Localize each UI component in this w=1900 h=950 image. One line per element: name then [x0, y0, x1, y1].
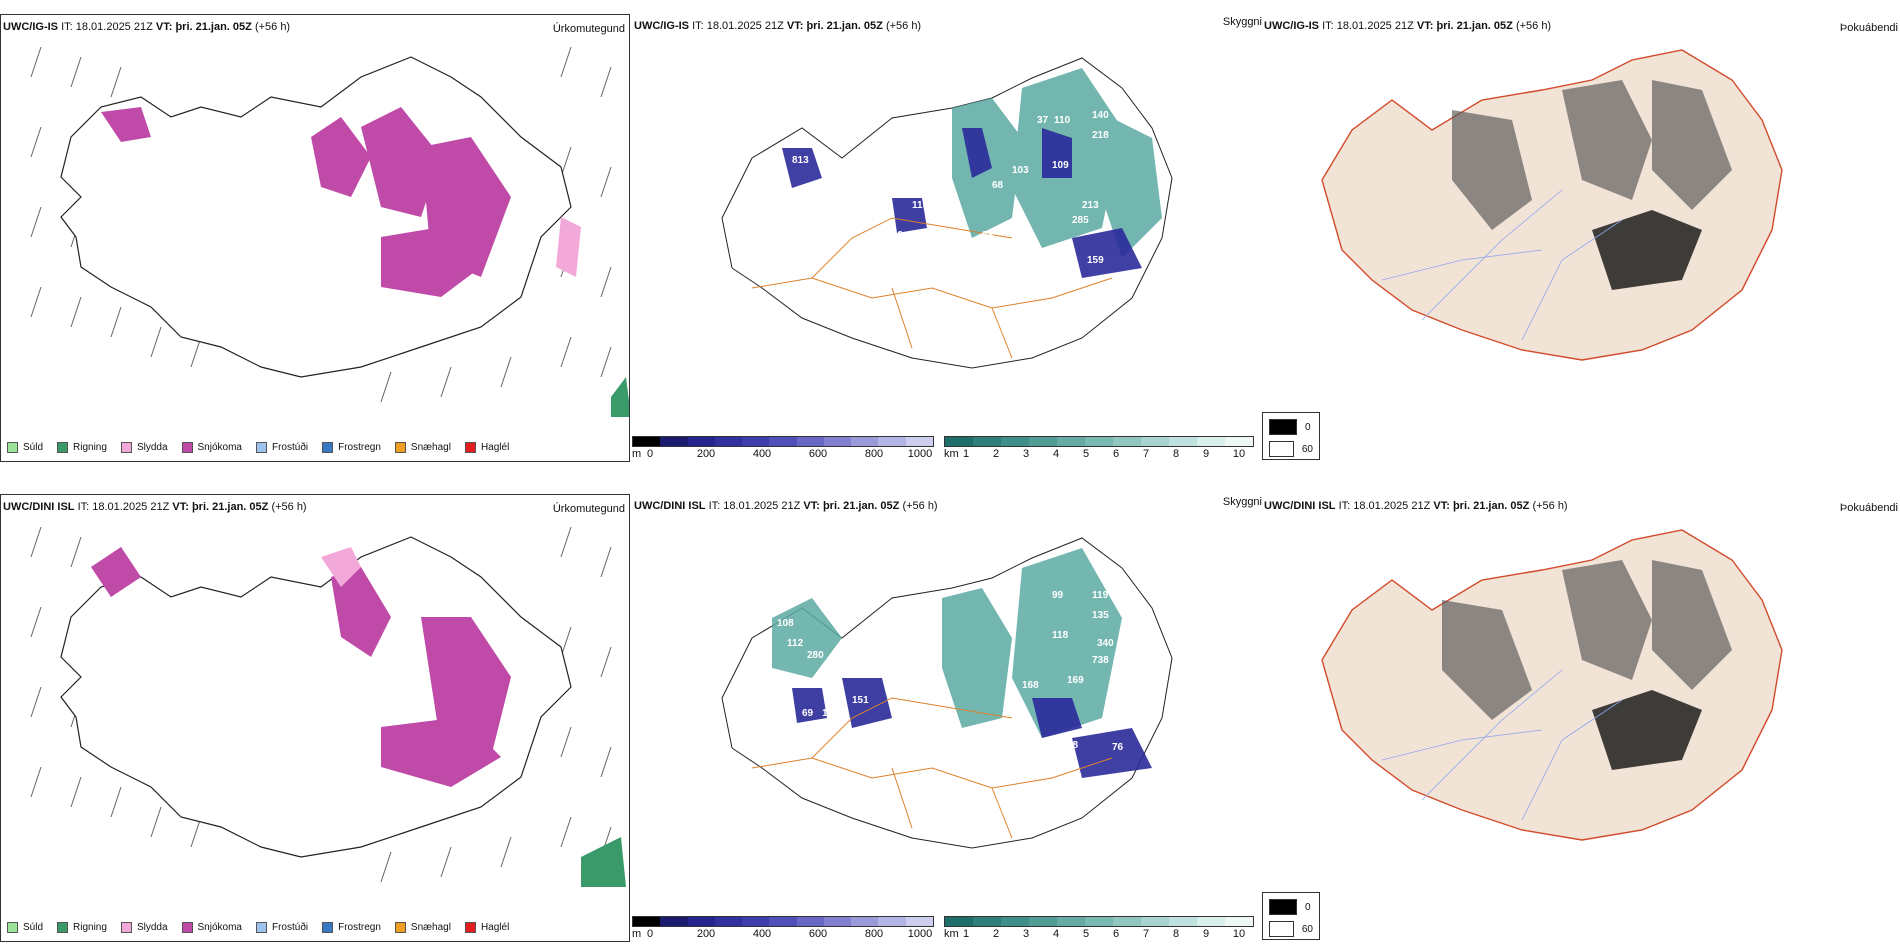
visibility-km-colorbar: km 1 2 3 4 5 6 7 8 9 10	[944, 916, 1254, 940]
svg-text:109: 109	[1052, 160, 1069, 171]
legend-item: Rigning	[57, 922, 107, 933]
iceland-fog-map	[1321, 49, 1783, 361]
panel-title: Úrkomutegund	[552, 23, 625, 35]
svg-text:69: 69	[802, 708, 814, 719]
panel-title: Úrkomutegund	[552, 503, 625, 515]
panel-header: UWC/IG-IS IT: 18.01.2025 21Z VT: þri. 21…	[634, 20, 922, 32]
legend-item: Frostúði	[255, 442, 308, 453]
iceland-precip-map	[30, 526, 626, 887]
panel-title: Skyggni	[1222, 496, 1262, 508]
svg-text:76: 76	[1112, 742, 1124, 753]
svg-text:103: 103	[1012, 165, 1029, 176]
svg-text:340: 340	[1097, 638, 1114, 649]
svg-text:80: 80	[1012, 735, 1024, 746]
precip-type-panel-bottom: UWC/DINI ISL IT: 18.01.2025 21Z VT: þri.…	[0, 494, 630, 942]
visibility-m-colorbar: m 0 200 400 600 800 1000	[632, 916, 934, 940]
svg-text:99: 99	[1052, 590, 1064, 601]
svg-text:78: 78	[1067, 740, 1079, 751]
fog-index-legend: 0 60	[1262, 412, 1320, 460]
rain-area	[611, 377, 629, 417]
visibility-km-colorbar: km 1 2 3 4 5 6 7 8 9 10	[944, 436, 1254, 460]
svg-text:208: 208	[1027, 770, 1044, 781]
svg-text:140: 140	[1092, 110, 1109, 121]
svg-text:37: 37	[1037, 115, 1049, 126]
svg-text:109: 109	[882, 725, 899, 736]
svg-text:285: 285	[1072, 215, 1089, 226]
legend-item: Slydda	[120, 442, 168, 453]
legend-item: Frostúði	[255, 922, 308, 933]
svg-text:159: 159	[1087, 255, 1104, 266]
panel-header: UWC/DINI ISL IT: 18.01.2025 21Z VT: þri.…	[1264, 500, 1568, 512]
legend-item: Snæhagl	[394, 442, 451, 453]
panel-header: UWC/IG-IS IT: 18.01.2025 21Z VT: þri. 21…	[1264, 20, 1552, 32]
panel-header: UWC/DINI ISL IT: 18.01.2025 21Z VT: þri.…	[3, 501, 307, 513]
legend-item: Súld	[7, 922, 43, 933]
iceland-precip-map	[30, 46, 629, 417]
colorbar-ticks: m 0 200 400 600 800 1000	[632, 448, 933, 460]
colorbar-swatches	[632, 916, 934, 927]
colorbar-ticks: km 1 2 3 4 5 6 7 8 9 10	[944, 448, 1246, 460]
svg-text:68: 68	[992, 180, 1004, 191]
svg-text:108: 108	[777, 618, 794, 629]
svg-text:169: 169	[1067, 675, 1084, 686]
fog-index-panel-bottom: 0 60 UWC/DINI ISL IT: 18.01.2025 21Z VT:…	[1262, 494, 1898, 942]
svg-text:738: 738	[1092, 655, 1109, 666]
svg-text:119: 119	[1092, 590, 1109, 601]
visibility-m-colorbar: m 0 200 400 600 800 1000	[632, 436, 934, 460]
svg-text:213: 213	[1082, 200, 1099, 211]
svg-text:145: 145	[787, 138, 804, 149]
legend-item: Snæhagl	[394, 922, 451, 933]
svg-text:98: 98	[962, 730, 974, 741]
svg-text:50: 50	[817, 155, 829, 166]
iceland-visibility-map: 108 112 280 69 120 151 109 98 80 78 208 …	[721, 537, 1173, 849]
visibility-panel-top: UWC/IG-IS IT: 18.01.2025 21Z VT: þri. 21…	[632, 14, 1262, 462]
legend-item: Haglél	[464, 922, 509, 933]
svg-text:110: 110	[1054, 115, 1071, 126]
sleet-area	[556, 217, 581, 277]
svg-text:88: 88	[982, 230, 994, 241]
legend-item: Frostregn	[322, 442, 381, 453]
colorbar-ticks: km 1 2 3 4 5 6 7 8 9 10	[944, 928, 1246, 940]
svg-text:115: 115	[912, 200, 929, 211]
svg-text:151: 151	[852, 695, 869, 706]
legend-item: Snjókoma	[181, 922, 242, 933]
iceland-fog-map	[1321, 529, 1783, 841]
legend-item: Súld	[7, 442, 43, 453]
legend-item: Rigning	[57, 442, 107, 453]
precip-type-panel-top: UWC/IG-IS IT: 18.01.2025 21Z VT: þri. 21…	[0, 14, 630, 462]
fog-index-legend: 0 60	[1262, 892, 1320, 940]
colorbar-swatches	[944, 916, 1254, 927]
colorbar-swatches	[632, 436, 934, 447]
svg-text:280: 280	[807, 650, 824, 661]
snow-areas	[101, 107, 511, 297]
svg-text:118: 118	[1052, 630, 1069, 641]
colorbar-ticks: m 0 200 400 600 800 1000	[632, 928, 933, 940]
svg-text:112: 112	[787, 638, 804, 649]
svg-text:87: 87	[1047, 255, 1059, 266]
legend-item: Haglél	[464, 442, 509, 453]
legend-item: Slydda	[120, 922, 168, 933]
iceland-coastline	[60, 56, 572, 378]
svg-text:135: 135	[1092, 610, 1109, 621]
wind-barbs	[30, 46, 612, 403]
svg-text:62: 62	[872, 230, 884, 241]
panel-title: Skyggni	[1222, 16, 1262, 28]
precip-legend: Súld Rigning Slydda Snjókoma Frostúði Fr…	[7, 922, 509, 933]
colorbar-swatches	[944, 436, 1254, 447]
panel-title: Þokuábendi	[1839, 502, 1898, 514]
svg-text:168: 168	[1022, 680, 1039, 691]
legend-item: Frostregn	[322, 922, 381, 933]
svg-text:120: 120	[822, 708, 839, 719]
panel-header: UWC/IG-IS IT: 18.01.2025 21Z VT: þri. 21…	[3, 21, 291, 33]
precip-legend: Súld Rigning Slydda Snjókoma Frostúði Fr…	[7, 442, 509, 453]
panel-title: Þokuábendi	[1839, 22, 1898, 34]
fog-index-panel-top: 0 60 UWC/IG-IS IT: 18.01.2025 21Z VT: þr…	[1262, 14, 1898, 462]
legend-item: Snjókoma	[181, 442, 242, 453]
visibility-panel-bottom: UWC/DINI ISL IT: 18.01.2025 21Z VT: þri.…	[632, 494, 1262, 942]
svg-text:813: 813	[792, 155, 809, 166]
svg-text:218: 218	[1092, 130, 1109, 141]
iceland-visibility-map: 145 813 50 62 99 115 88 103 68 109 37 11…	[721, 57, 1173, 369]
panel-header: UWC/DINI ISL IT: 18.01.2025 21Z VT: þri.…	[634, 500, 938, 512]
svg-text:99: 99	[892, 230, 904, 241]
